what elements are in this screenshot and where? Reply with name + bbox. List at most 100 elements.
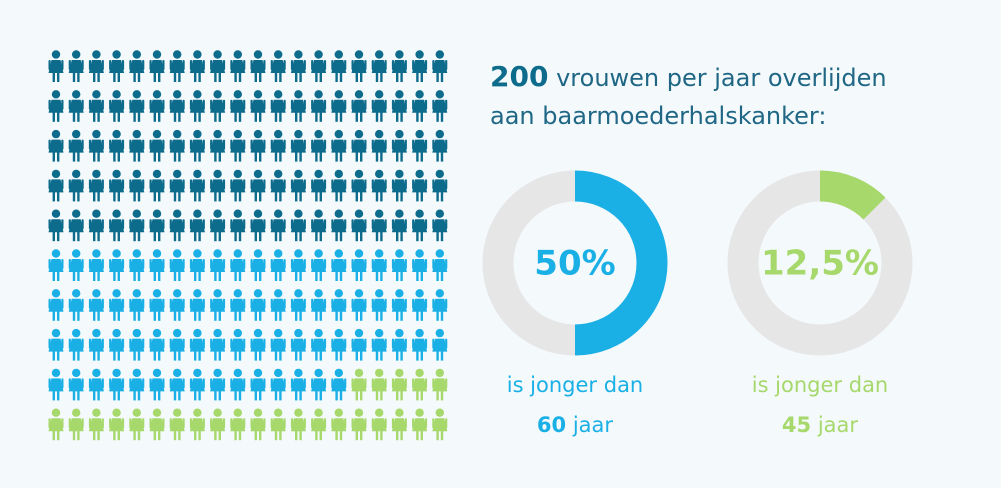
- leg: [52, 390, 55, 401]
- arm: [351, 60, 354, 70]
- leg: [274, 151, 278, 162]
- head: [415, 169, 424, 179]
- leg: [274, 72, 278, 82]
- dress: [391, 378, 407, 392]
- leg: [153, 310, 156, 321]
- head: [314, 129, 323, 139]
- head: [334, 129, 343, 139]
- leg: [295, 151, 298, 162]
- leg: [416, 430, 419, 441]
- leg: [400, 390, 403, 401]
- dress: [351, 298, 367, 312]
- arm: [364, 259, 367, 269]
- dress: [250, 259, 266, 272]
- arm: [101, 99, 104, 110]
- dress: [129, 338, 145, 352]
- dress: [250, 298, 266, 312]
- arm: [250, 338, 253, 349]
- leg: [77, 111, 80, 122]
- head: [395, 90, 404, 99]
- head: [435, 129, 444, 139]
- arm: [109, 60, 112, 70]
- dress: [210, 139, 226, 153]
- leg: [436, 151, 439, 162]
- leg: [315, 350, 318, 361]
- leg: [440, 271, 444, 281]
- dress: [88, 219, 104, 233]
- person-icon: [88, 249, 104, 281]
- dress: [48, 298, 64, 312]
- leg: [218, 72, 221, 82]
- leg: [57, 111, 60, 122]
- dress: [290, 418, 306, 432]
- arm: [48, 418, 51, 429]
- head: [354, 90, 364, 99]
- arm: [270, 378, 273, 389]
- arm: [384, 60, 387, 70]
- person-icon: [371, 408, 387, 441]
- arm: [210, 179, 213, 190]
- leg: [133, 231, 136, 242]
- person-icon: [68, 408, 84, 441]
- person-icon: [351, 289, 367, 321]
- arm: [149, 418, 152, 429]
- leg: [113, 350, 116, 361]
- caption: is jonger dan 45 jaar: [700, 365, 940, 445]
- leg: [416, 350, 419, 361]
- leg: [299, 271, 302, 281]
- person-icon: [169, 209, 185, 242]
- dress: [270, 298, 286, 312]
- leg: [380, 231, 383, 242]
- arm: [384, 259, 387, 269]
- person-icon: [48, 328, 64, 361]
- arm: [162, 219, 165, 230]
- dress: [230, 298, 246, 312]
- leg: [77, 151, 80, 162]
- leg: [440, 231, 444, 242]
- dress: [351, 338, 367, 352]
- leg: [319, 390, 322, 401]
- arm: [121, 219, 125, 230]
- dress: [230, 418, 246, 432]
- arm: [391, 298, 395, 309]
- leg: [198, 231, 201, 242]
- leg: [335, 191, 338, 202]
- arm: [391, 179, 395, 190]
- person-icon: [210, 249, 226, 281]
- dress: [311, 298, 327, 312]
- arm: [222, 139, 226, 150]
- head: [51, 368, 61, 378]
- leg: [218, 390, 221, 401]
- person-icon: [250, 249, 266, 281]
- leg: [400, 271, 403, 281]
- dress: [432, 298, 448, 312]
- dress: [68, 139, 84, 153]
- leg: [198, 111, 201, 122]
- arm: [331, 259, 334, 269]
- arm: [169, 179, 172, 190]
- head: [92, 169, 101, 179]
- person-icon: [109, 169, 125, 202]
- leg: [137, 151, 141, 162]
- person-icon: [432, 50, 448, 82]
- person-icon: [412, 328, 428, 361]
- leg: [400, 231, 403, 242]
- person-icon: [230, 368, 246, 401]
- person-icon: [129, 249, 145, 281]
- leg: [420, 271, 423, 281]
- person-icon: [391, 289, 407, 321]
- leg: [72, 271, 76, 281]
- head: [193, 209, 202, 218]
- arm: [351, 338, 354, 349]
- leg: [52, 72, 55, 82]
- leg: [396, 191, 399, 202]
- arm: [68, 298, 71, 309]
- caption-text: is jonger dan: [506, 373, 644, 397]
- person-icon: [290, 408, 306, 441]
- head: [314, 328, 323, 338]
- leg: [93, 350, 96, 361]
- arm: [88, 338, 92, 349]
- arm: [290, 60, 294, 70]
- donut-label: 12,5%: [761, 244, 879, 284]
- arm: [391, 60, 395, 70]
